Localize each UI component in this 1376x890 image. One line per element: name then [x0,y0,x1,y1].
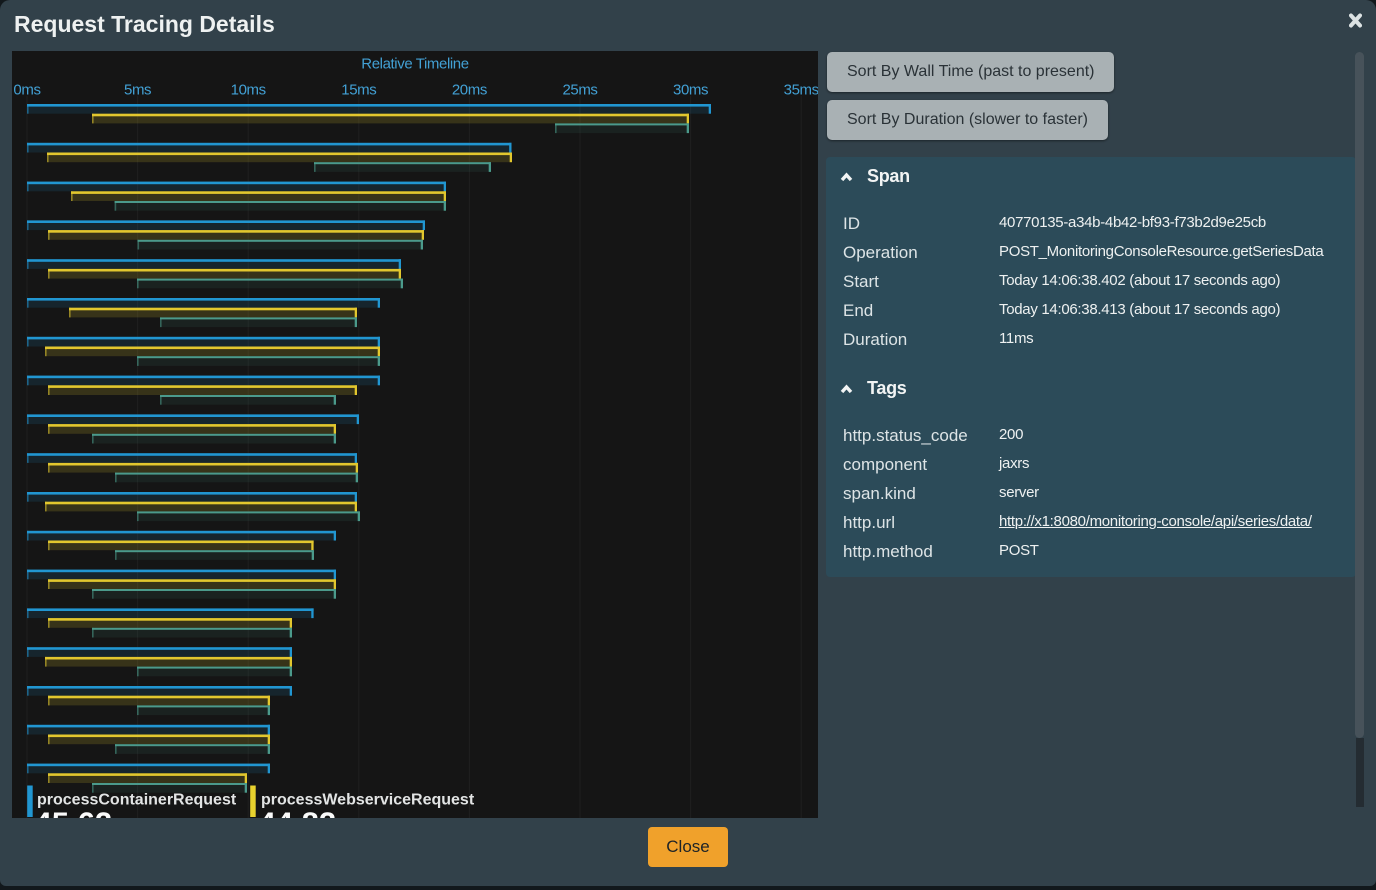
svg-text:10ms: 10ms [231,82,266,99]
svg-text:15ms: 15ms [341,82,376,99]
svg-text:30ms: 30ms [673,82,708,99]
svg-text:5ms: 5ms [124,82,151,99]
svg-text:Relative Timeline: Relative Timeline [361,56,468,73]
svg-text:processWebserviceRequest: processWebserviceRequest [261,792,475,809]
svg-text:20ms: 20ms [452,82,487,99]
svg-text:0ms: 0ms [13,82,40,99]
svg-text:45.62: 45.62 [35,806,113,819]
svg-text:processContainerRequest: processContainerRequest [37,792,237,809]
svg-text:44.82: 44.82 [259,806,337,819]
svg-text:25ms: 25ms [562,82,597,99]
svg-text:35ms: 35ms [784,82,818,99]
